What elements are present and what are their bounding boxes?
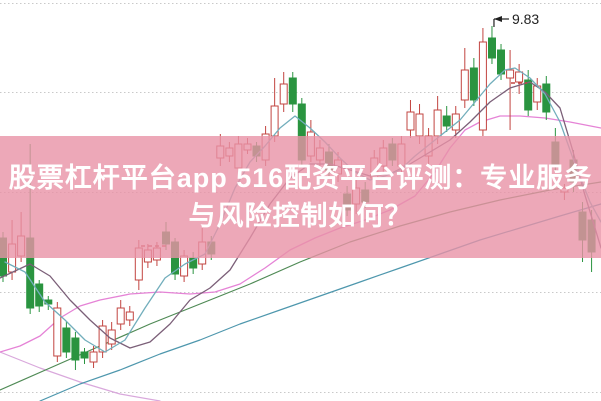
high-price-label: 9.83 [512, 11, 539, 27]
page-title-line1: 股票杠杆平台app 516配资平台评测：专业服务 [8, 163, 593, 193]
title-banner: 股票杠杆平台app 516配资平台评测：专业服务 与风险控制如何？ [0, 136, 601, 258]
page-title-line2: 与风险控制如何？ [188, 201, 413, 231]
